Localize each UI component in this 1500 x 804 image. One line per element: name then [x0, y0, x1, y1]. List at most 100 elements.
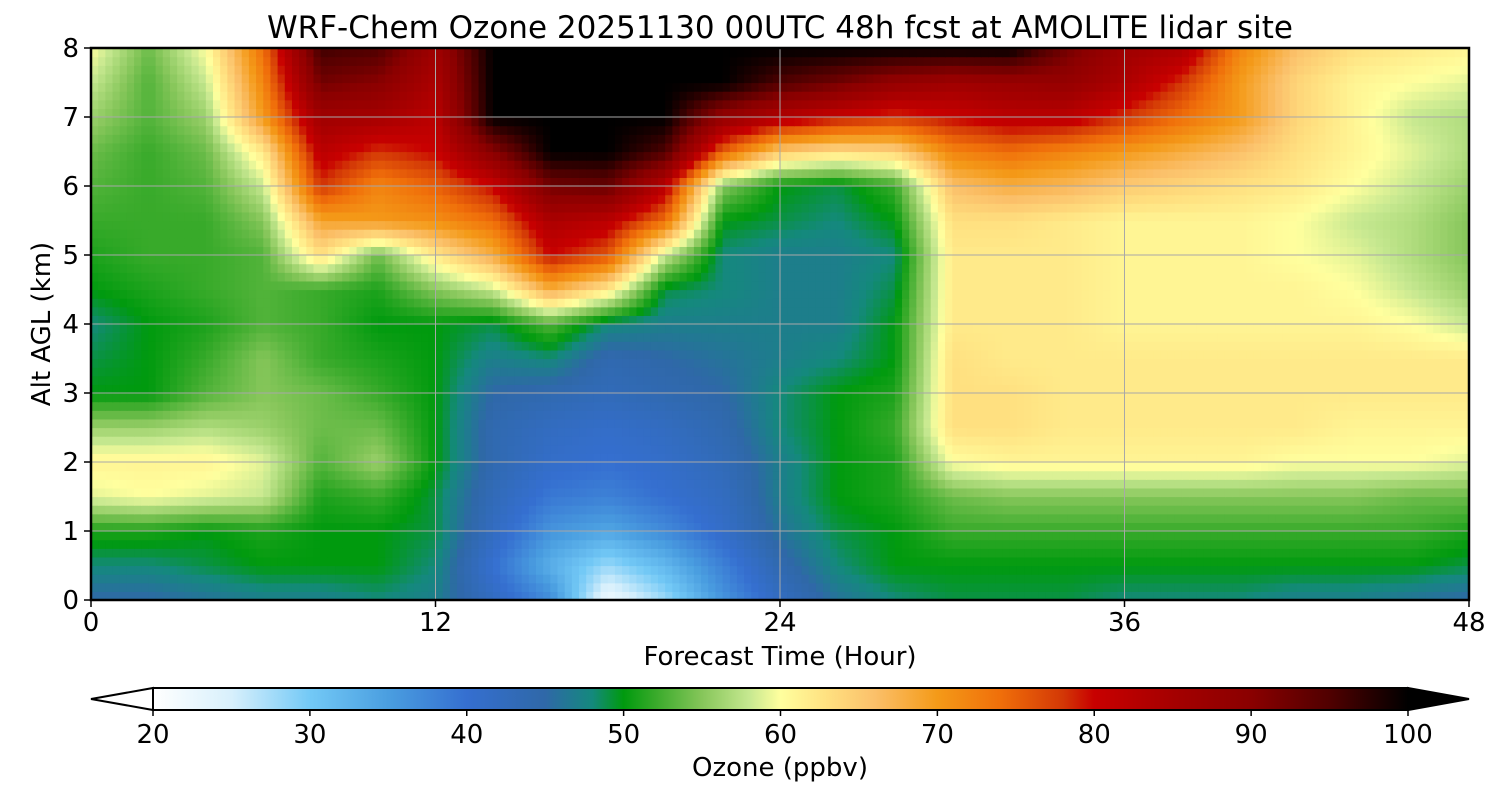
heatmap-cell	[421, 505, 429, 515]
heatmap-cell	[528, 505, 537, 515]
heatmap-cell	[1433, 574, 1441, 584]
heatmap-cell	[478, 462, 487, 472]
heatmap-cell	[1440, 462, 1449, 472]
heatmap-cell	[571, 556, 580, 567]
heatmap-cell	[772, 505, 781, 515]
heatmap-cell	[277, 375, 286, 385]
heatmap-cell	[227, 591, 236, 600]
heatmap-cell	[342, 436, 350, 446]
heatmap-cell	[1038, 513, 1047, 523]
heatmap-cell	[1138, 531, 1147, 541]
heatmap-cell	[995, 574, 1004, 584]
heatmap-cell	[327, 496, 336, 506]
heatmap-cell	[464, 513, 472, 523]
heatmap-cell	[1404, 384, 1413, 394]
heatmap-cell	[1102, 393, 1111, 403]
heatmap-cell	[1433, 496, 1441, 506]
heatmap-cell	[141, 453, 150, 463]
heatmap-cell	[1375, 522, 1384, 532]
heatmap-cell	[126, 522, 135, 532]
heatmap-cell	[356, 418, 365, 429]
heatmap-cell	[1174, 522, 1183, 532]
heatmap-cell	[1325, 470, 1334, 480]
heatmap-cell	[112, 393, 121, 403]
heatmap-cell	[629, 375, 638, 385]
heatmap-cell	[112, 522, 121, 532]
heatmap-cell	[1167, 556, 1176, 567]
heatmap-cell	[1210, 513, 1219, 523]
heatmap-cell	[1239, 375, 1248, 385]
heatmap-cell	[873, 539, 882, 549]
heatmap-cell	[880, 565, 889, 575]
heatmap-cell	[1067, 565, 1075, 575]
heatmap-cell	[1346, 556, 1355, 567]
heatmap-cell	[270, 401, 279, 411]
heatmap-cell	[1390, 444, 1398, 454]
heatmap-cell	[134, 479, 142, 489]
heatmap-cell	[1253, 565, 1262, 575]
heatmap-cell	[1102, 462, 1111, 472]
heatmap-cell	[729, 565, 738, 575]
heatmap-cell	[973, 462, 982, 472]
heatmap-cell	[1203, 393, 1212, 403]
heatmap-cell	[306, 444, 315, 454]
heatmap-cell	[1268, 582, 1276, 592]
heatmap-cell	[270, 505, 279, 515]
heatmap-cell	[1181, 470, 1190, 480]
heatmap-cell	[349, 418, 358, 429]
heatmap-cell	[600, 470, 609, 480]
heatmap-cell	[478, 384, 487, 394]
heatmap-cell	[543, 479, 551, 489]
heatmap-cell	[686, 384, 695, 394]
heatmap-cell	[894, 418, 903, 429]
heatmap-cell	[736, 427, 745, 437]
heatmap-cell	[105, 401, 114, 411]
heatmap-cell	[320, 574, 329, 584]
heatmap-cell	[1181, 539, 1190, 549]
heatmap-cell	[1203, 539, 1212, 549]
heatmap-cell	[528, 462, 537, 472]
heatmap-cell	[650, 539, 659, 549]
heatmap-cell	[851, 418, 860, 429]
heatmap-cell	[1117, 582, 1126, 592]
heatmap-cell	[916, 453, 925, 463]
heatmap-cell	[715, 401, 724, 411]
heatmap-cell	[636, 401, 645, 411]
heatmap-cell	[1095, 384, 1104, 394]
heatmap-cell	[844, 522, 853, 532]
heatmap-cell	[1461, 453, 1469, 463]
heatmap-cell	[1253, 418, 1262, 429]
heatmap-cell	[284, 582, 293, 592]
heatmap-cell	[392, 470, 401, 480]
heatmap-cell	[162, 470, 171, 480]
heatmap-cell	[141, 574, 150, 584]
heatmap-cell	[1454, 574, 1463, 584]
heatmap-cell	[421, 427, 429, 437]
heatmap-cell	[155, 444, 164, 454]
heatmap-cell	[600, 410, 609, 420]
heatmap-cell	[1303, 556, 1312, 567]
heatmap-cell	[198, 591, 207, 600]
heatmap-cell	[701, 531, 709, 541]
heatmap-cell	[1368, 436, 1377, 446]
heatmap-cell	[579, 384, 587, 394]
heatmap-cell	[313, 418, 322, 429]
heatmap-cell	[1303, 401, 1312, 411]
heatmap-cell	[1224, 513, 1233, 523]
heatmap-cell	[959, 384, 968, 394]
heatmap-cell	[823, 539, 831, 549]
heatmap-cell	[1311, 384, 1319, 394]
heatmap-cell	[665, 522, 673, 532]
heatmap-cell	[686, 556, 695, 567]
heatmap-cell	[1332, 487, 1341, 498]
heatmap-cell	[1433, 479, 1441, 489]
heatmap-cell	[909, 487, 917, 498]
heatmap-cell	[586, 470, 594, 480]
heatmap-cell	[356, 513, 365, 523]
heatmap-cell	[1088, 556, 1097, 567]
heatmap-cell	[112, 487, 121, 498]
heatmap-cell	[923, 375, 932, 385]
heatmap-cell	[1339, 418, 1348, 429]
heatmap-cell	[126, 418, 135, 429]
heatmap-cell	[1303, 522, 1312, 532]
